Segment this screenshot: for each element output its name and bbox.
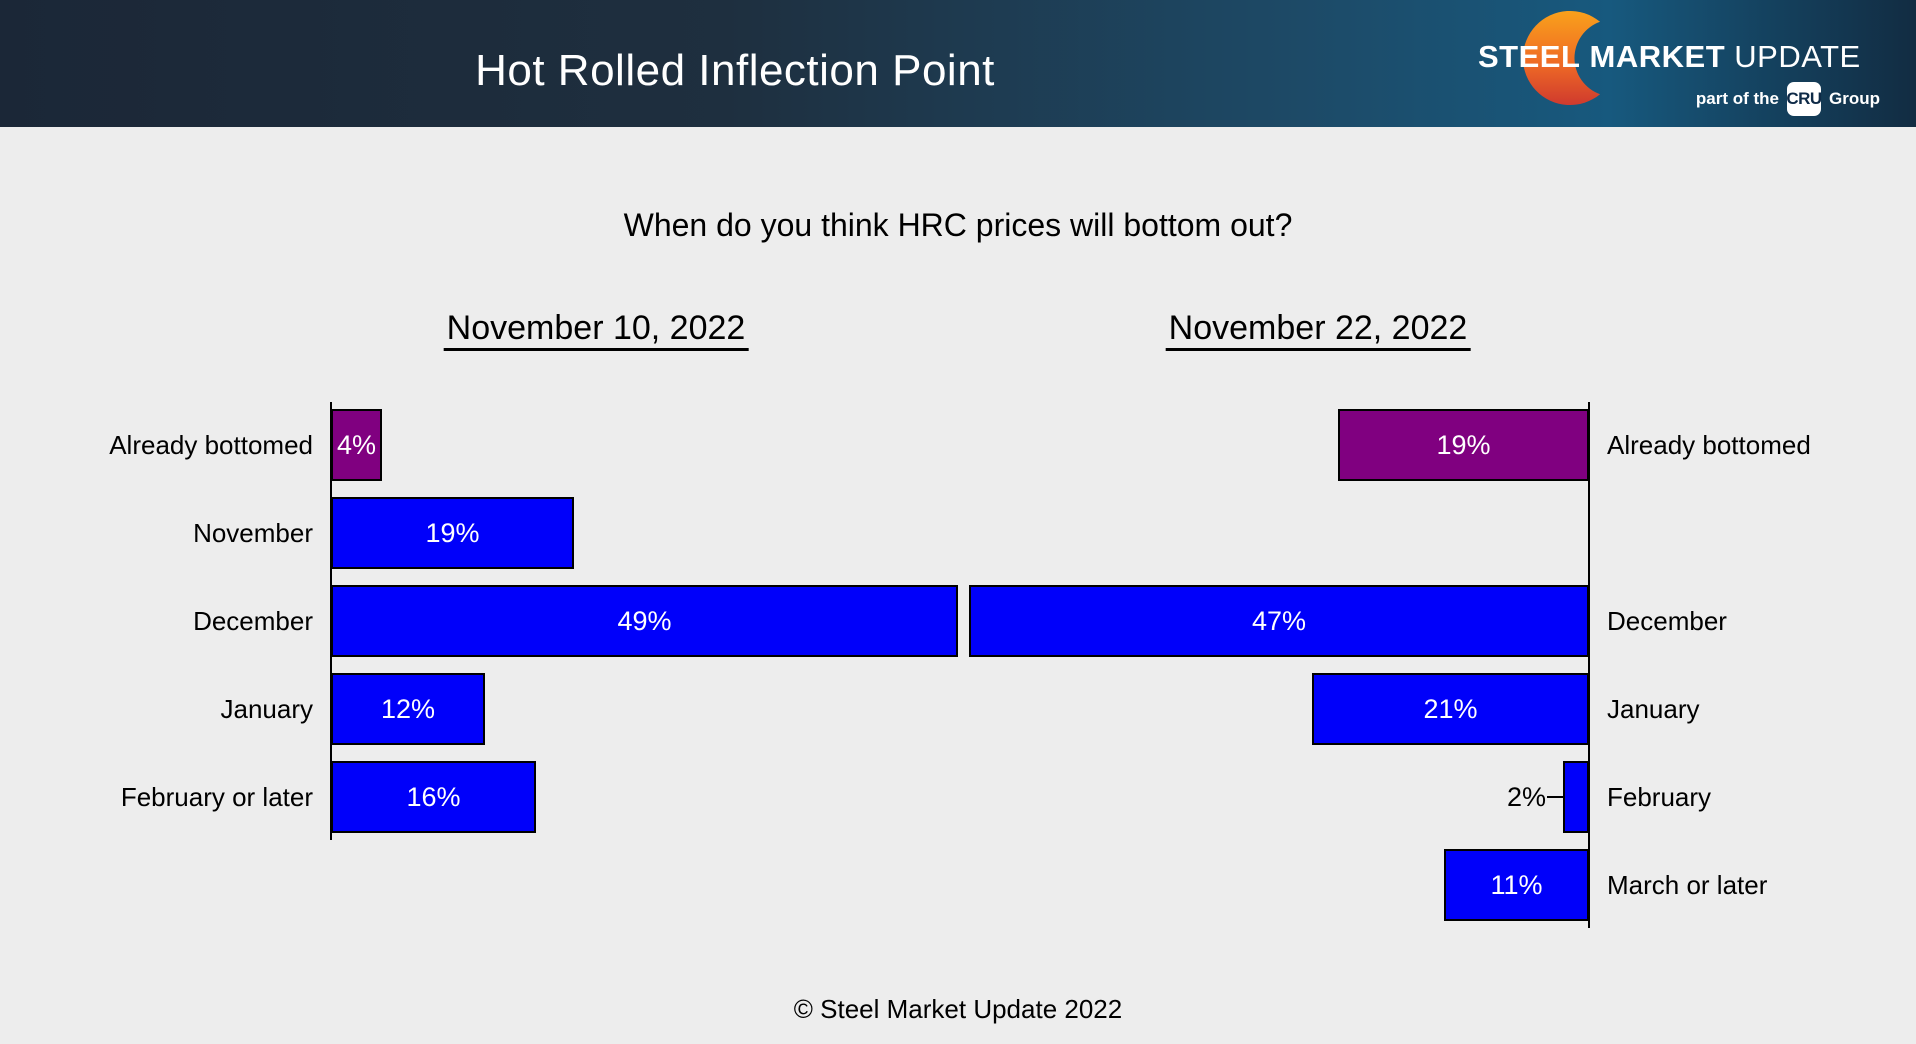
- value-label-february: 2%: [1506, 782, 1546, 812]
- value-label-january: 12%: [380, 693, 436, 724]
- category-label-already-bottomed: Already bottomed: [1607, 430, 1811, 460]
- bar-january: 12%: [331, 673, 485, 745]
- category-label-december: December: [1607, 606, 1727, 636]
- copyright-footer: © Steel Market Update 2022: [793, 994, 1123, 1024]
- value-label-december: 47%: [1251, 605, 1307, 636]
- survey-question: When do you think HRC prices will bottom…: [623, 207, 1293, 243]
- value-label-january: 21%: [1423, 693, 1478, 724]
- bar-already-bottomed: 19%: [1338, 409, 1589, 481]
- category-label-march-or-later: March or later: [1607, 870, 1768, 900]
- bar-already-bottomed: 4%: [331, 409, 382, 481]
- bar-november: 19%: [331, 497, 574, 569]
- value-label-already-bottomed: 4%: [336, 429, 377, 460]
- tagline-prefix: part of the: [1695, 88, 1779, 108]
- value-label-march-or-later: 11%: [1490, 869, 1543, 900]
- left-chart-title: November 10, 2022: [443, 309, 749, 351]
- value-label-february-or-later: 16%: [406, 781, 461, 812]
- cru-group-badge: CRU: [1786, 81, 1822, 116]
- bar-january: 21%: [1312, 673, 1589, 745]
- crescent-moon-icon: [1522, 10, 1601, 106]
- logo-tagline: part of the CRU Group: [1696, 81, 1880, 116]
- category-label-already-bottomed: Already bottomed: [109, 430, 313, 460]
- category-label-february: February: [1607, 782, 1712, 812]
- bar-march-or-later: 11%: [1444, 849, 1589, 921]
- bar-february-or-later: 16%: [331, 761, 536, 833]
- tagline-suffix: Group: [1829, 88, 1880, 108]
- logo-word-market: MARKET: [1589, 39, 1726, 74]
- category-label-january: January: [220, 694, 314, 724]
- bar-december: 49%: [331, 585, 958, 657]
- category-label-november: November: [193, 518, 313, 548]
- value-label-december: 49%: [617, 605, 672, 636]
- logo-word-update: UPDATE: [1734, 39, 1861, 74]
- value-label-already-bottomed: 19%: [1436, 429, 1491, 460]
- category-label-january: January: [1607, 694, 1700, 724]
- category-label-december: December: [193, 606, 313, 636]
- right-chart-title: November 22, 2022: [1165, 309, 1471, 351]
- bar-december: 47%: [969, 585, 1589, 657]
- page-title: Hot Rolled Inflection Point: [475, 45, 995, 95]
- header-banner: Hot Rolled Inflection Point STEEL MARKET…: [0, 0, 1916, 127]
- bar-february: [1563, 761, 1589, 833]
- value-label-november: 19%: [425, 517, 480, 548]
- right-chart-axis: [1588, 402, 1590, 928]
- category-label-february-or-later: February or later: [120, 782, 313, 812]
- logo-word-steel: STEEL: [1478, 39, 1581, 74]
- logo-wordmark: STEEL MARKET UPDATE: [1478, 39, 1890, 75]
- value-leader-line-february: [1547, 796, 1563, 798]
- steel-market-update-logo: STEEL MARKET UPDATE part of the CRU Grou…: [1478, 10, 1890, 120]
